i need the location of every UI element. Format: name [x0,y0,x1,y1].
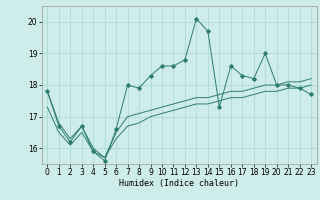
X-axis label: Humidex (Indice chaleur): Humidex (Indice chaleur) [119,179,239,188]
